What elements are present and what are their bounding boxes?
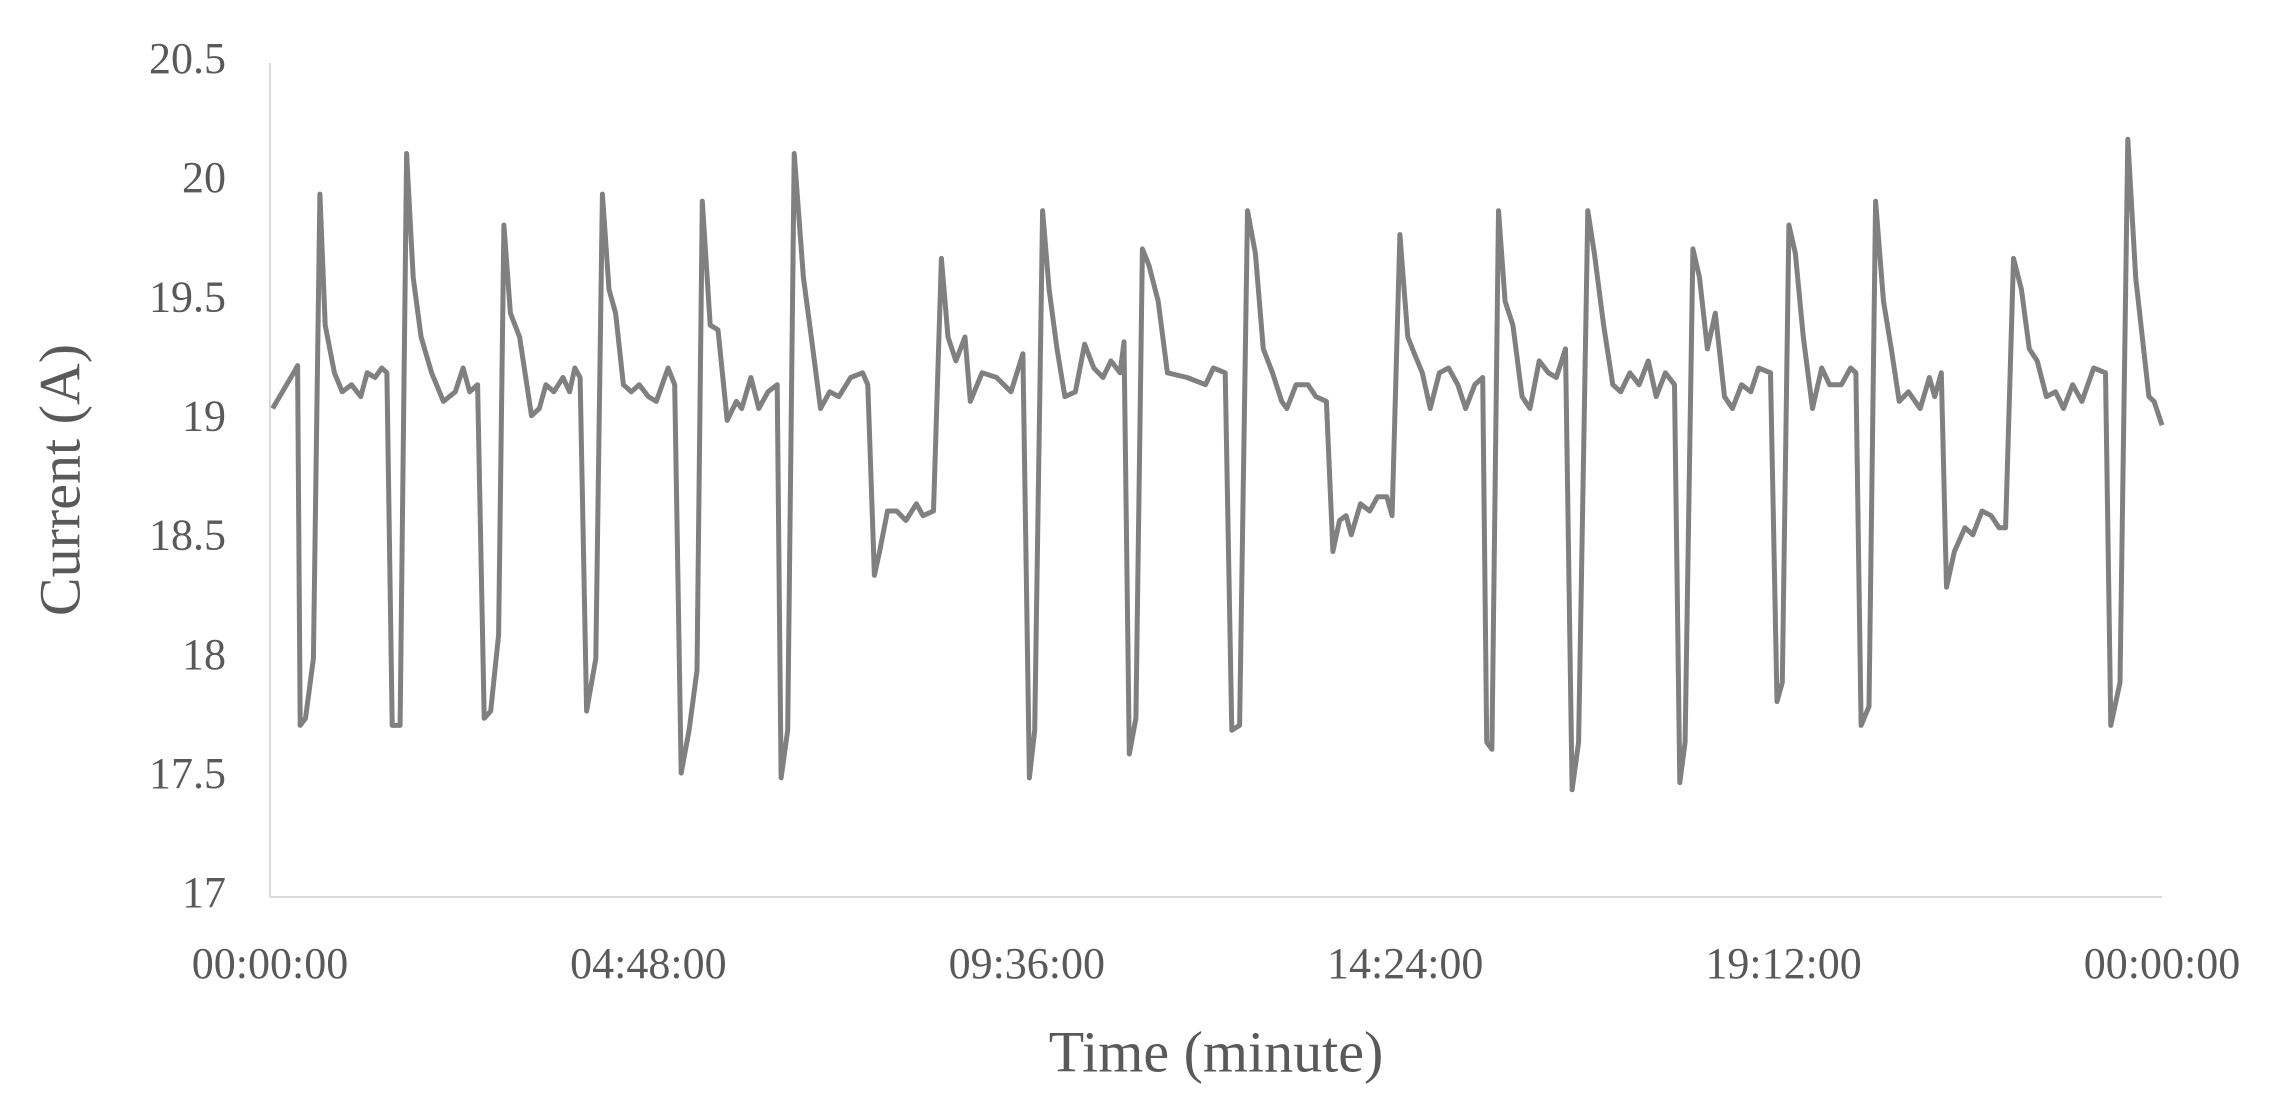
- y-tick-label: 19: [182, 392, 226, 441]
- y-tick-label: 20.5: [149, 34, 226, 83]
- y-axis-title: Current (A): [27, 344, 92, 616]
- y-tick-label: 18: [182, 630, 226, 679]
- x-tick-label: 04:48:00: [570, 939, 726, 988]
- data-line: [270, 136, 2165, 793]
- y-tick-label: 19.5: [149, 272, 226, 321]
- x-tick-label: 00:00:00: [192, 939, 348, 988]
- x-tick-label: 09:36:00: [949, 939, 1105, 988]
- y-tick-label: 20: [182, 153, 226, 202]
- y-tick-label: 17.5: [149, 749, 226, 798]
- x-tick-label: 14:24:00: [1327, 939, 1483, 988]
- x-tick-label: 00:00:00: [2084, 939, 2240, 988]
- y-tick-label: 18.5: [149, 511, 226, 560]
- x-axis-title: Time (minute): [1049, 1019, 1384, 1084]
- y-tick-label: 17: [182, 868, 226, 917]
- x-tick-label: 19:12:00: [1705, 939, 1861, 988]
